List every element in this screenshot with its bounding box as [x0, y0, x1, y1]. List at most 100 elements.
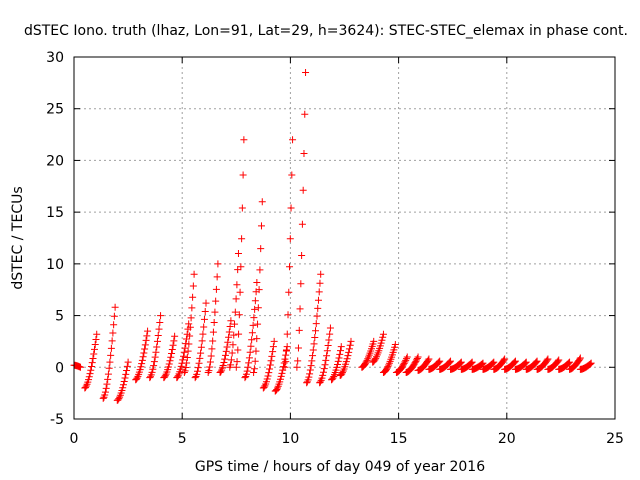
data-point	[315, 288, 323, 296]
data-series-arc-22	[316, 324, 334, 387]
data-point	[239, 171, 247, 179]
data-point	[402, 356, 410, 364]
data-point	[230, 331, 238, 339]
data-point	[333, 363, 341, 371]
data-point	[250, 368, 258, 376]
data-point	[232, 363, 240, 371]
y-tick-label: 25	[46, 102, 64, 118]
data-point	[323, 352, 331, 360]
data-series-arc-15	[241, 278, 261, 382]
data-point	[180, 348, 188, 356]
data-point	[323, 347, 331, 355]
data-point	[298, 220, 306, 228]
data-point	[225, 328, 233, 336]
data-point	[334, 360, 342, 368]
data-series-arc-7	[160, 332, 179, 382]
data-point	[385, 361, 393, 369]
data-point	[306, 366, 314, 374]
data-point	[86, 370, 94, 378]
data-point	[238, 235, 246, 243]
data-point	[245, 359, 253, 367]
data-point	[337, 347, 345, 355]
data-point	[379, 330, 387, 338]
data-series-arc-3	[99, 303, 119, 402]
data-point	[225, 333, 233, 341]
data-series-arc-19	[281, 136, 297, 371]
data-series-arc-1	[70, 361, 84, 371]
data-point	[336, 350, 344, 358]
data-point	[364, 355, 372, 363]
data-point	[88, 359, 96, 367]
data-point	[296, 305, 304, 313]
data-point	[378, 336, 386, 344]
data-point	[337, 343, 345, 351]
data-series-arc-20	[293, 69, 310, 371]
data-point	[212, 285, 220, 293]
data-point	[189, 293, 197, 301]
data-point	[301, 110, 309, 118]
data-series-arc-4	[113, 358, 132, 404]
data-point	[312, 327, 320, 335]
data-point	[322, 356, 330, 364]
data-point	[190, 270, 198, 278]
data-point	[221, 351, 229, 359]
data-point	[110, 321, 118, 329]
data-point	[544, 355, 552, 363]
data-point	[268, 352, 276, 360]
data-series-arc-23	[328, 343, 345, 384]
data-point	[152, 348, 160, 356]
data-point	[363, 356, 371, 364]
data-point	[201, 307, 209, 315]
data-point	[316, 378, 324, 386]
data-point	[231, 320, 239, 328]
data-point	[285, 288, 293, 296]
data-point	[235, 311, 243, 319]
data-point	[345, 348, 353, 356]
y-tick-label: 0	[55, 360, 64, 376]
data-point	[76, 363, 84, 371]
data-point	[303, 379, 311, 387]
data-point	[243, 367, 251, 375]
data-series-arc-5	[132, 327, 152, 384]
data-point	[401, 358, 409, 366]
data-point	[138, 360, 146, 368]
data-point	[555, 356, 563, 364]
data-point	[345, 345, 353, 353]
data-point	[109, 329, 117, 337]
data-point	[424, 356, 432, 364]
data-point	[403, 353, 411, 361]
data-point	[124, 358, 132, 366]
data-point	[185, 340, 193, 348]
data-point	[266, 365, 274, 373]
data-point	[435, 358, 443, 366]
data-point	[326, 330, 334, 338]
data-series-arc-32	[436, 357, 455, 373]
data-point	[165, 360, 173, 368]
data-point	[478, 360, 486, 368]
data-point	[240, 136, 248, 144]
data-point	[338, 369, 346, 377]
data-point	[370, 337, 378, 345]
data-point	[238, 204, 246, 212]
data-point	[489, 359, 497, 367]
data-point	[510, 359, 518, 367]
data-point	[283, 330, 291, 338]
data-point	[104, 370, 112, 378]
data-point	[533, 357, 541, 365]
data-point	[294, 344, 302, 352]
data-series-arc-30	[414, 355, 433, 374]
data-series-arc-28	[392, 353, 411, 376]
data-point	[302, 69, 310, 77]
data-point	[288, 171, 296, 179]
data-point	[221, 355, 229, 363]
data-point	[119, 384, 127, 392]
data-point	[347, 337, 355, 345]
data-point	[237, 263, 245, 271]
data-point	[182, 364, 190, 372]
data-points	[70, 69, 595, 404]
data-point	[309, 346, 317, 354]
data-point	[102, 384, 110, 392]
data-point	[251, 357, 259, 365]
data-point	[372, 354, 380, 362]
